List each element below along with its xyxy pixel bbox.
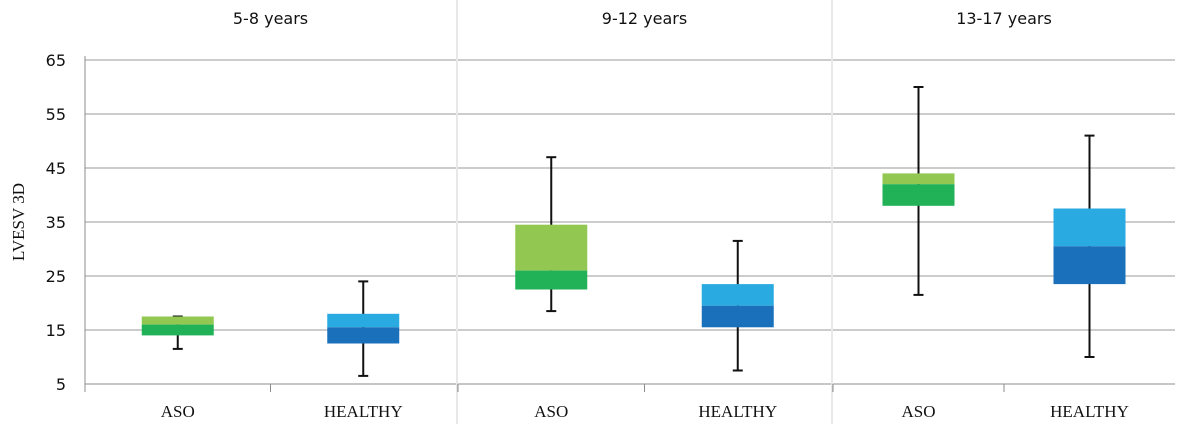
y-tick-label: 15 — [46, 321, 66, 340]
x-category-label: ASO — [161, 402, 195, 421]
box-upper-aso — [515, 224, 588, 271]
y-axis-title: LVESV 3D — [9, 183, 28, 261]
gridlines — [85, 59, 1175, 385]
box-lower-aso — [141, 324, 214, 336]
x-category-label: ASO — [534, 402, 568, 421]
box-upper-aso — [882, 173, 955, 185]
box-upper-healthy — [701, 284, 774, 306]
box-upper-aso — [141, 316, 214, 325]
x-category-label: HEALTHY — [324, 402, 403, 421]
panel-title: 5-8 years — [233, 9, 308, 28]
y-tick-label: 65 — [46, 51, 66, 70]
box-upper-healthy — [1053, 208, 1126, 247]
box-upper-healthy — [327, 313, 400, 328]
panel-title: 9-12 years — [602, 9, 687, 28]
y-tick-label: 25 — [46, 267, 66, 286]
boxes — [141, 86, 1126, 377]
y-tick-label: 35 — [46, 213, 66, 232]
box-lower-healthy — [701, 305, 774, 328]
box-lower-aso — [882, 184, 955, 206]
x-category-label: HEALTHY — [1050, 402, 1129, 421]
x-category-label: HEALTHY — [698, 402, 777, 421]
box-lower-healthy — [327, 327, 400, 344]
y-tick-label: 45 — [46, 159, 66, 178]
labels: LVESV 3D 5 15 25 35 45 55 65 5-8 years ASO HEALTHY… — [9, 9, 1129, 421]
axes — [84, 0, 1175, 424]
panel-title: 13-17 years — [956, 9, 1052, 28]
box-lower-aso — [515, 270, 588, 290]
y-tick-label: 55 — [46, 105, 66, 124]
y-tick-label: 5 — [56, 375, 66, 394]
x-category-label: ASO — [901, 402, 935, 421]
box-lower-healthy — [1053, 246, 1126, 285]
